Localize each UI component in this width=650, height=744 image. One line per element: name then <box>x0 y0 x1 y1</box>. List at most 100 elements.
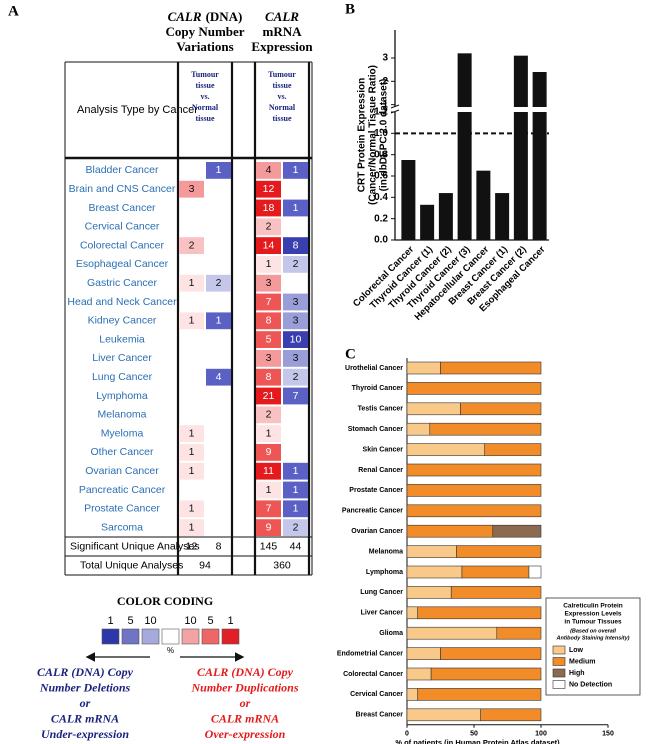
cancer-name: Esophageal Cancer <box>76 258 169 270</box>
bar-lower <box>513 112 528 240</box>
legend-text: CALR (DNA) Copy <box>197 665 294 679</box>
cancer-name: Sarcoma <box>101 521 143 533</box>
cell-value: 1 <box>293 503 299 515</box>
cell-value: 1 <box>266 258 272 270</box>
cell-value: 1 <box>189 277 195 289</box>
heat-cell <box>256 180 281 198</box>
cell-value: 1 <box>293 465 299 477</box>
legend-text: Number Duplications <box>190 680 298 694</box>
heat-cell <box>283 293 308 311</box>
bar-segment <box>406 545 457 558</box>
legend-label: High <box>569 670 585 677</box>
cancer-name: Breast Cancer <box>88 202 156 214</box>
bar-segment <box>480 708 542 722</box>
cell-value: 12 <box>263 183 275 195</box>
legend-subtitle: (Based on overall <box>570 628 616 634</box>
cell-value: 1 <box>189 503 195 515</box>
heat-cell <box>179 462 204 480</box>
cell-value: 1 <box>189 427 195 439</box>
heat-cell <box>179 444 204 461</box>
cell-value: 2 <box>266 221 272 233</box>
y-tick-label: Stomach Cancer <box>348 426 404 433</box>
bar-segment <box>417 688 542 701</box>
heat-cell <box>179 500 204 518</box>
legend-text: Number Deletions <box>39 680 131 694</box>
column-subheader: tissue <box>195 81 215 90</box>
y-tick-label: Urothelial Cancer <box>345 365 403 372</box>
column-subheader: tissue <box>272 114 292 123</box>
cancer-name: Brain and CNS Cancer <box>69 183 176 195</box>
cell-value: 3 <box>293 296 299 308</box>
column-subheader: Tumour <box>191 70 219 79</box>
cell-value: 2 <box>293 258 299 270</box>
legend-text: CALR (DNA) Copy <box>37 665 134 679</box>
cancer-name: Bladder Cancer <box>86 164 159 176</box>
bar-segment <box>440 361 542 375</box>
y-tick-label: Pancreatic Cancer <box>342 508 403 515</box>
cell-value: 3 <box>266 352 272 364</box>
cell-value: 1 <box>266 427 272 439</box>
cell-value: 1 <box>293 484 299 496</box>
heat-cell <box>283 481 308 499</box>
x-tick-label: 100 <box>535 731 547 738</box>
rule <box>390 104 400 109</box>
y-tick-label: 0.8 <box>374 149 388 160</box>
heat-cell <box>256 199 281 217</box>
legend-text: Under-expression <box>41 727 129 741</box>
heat-cell <box>179 180 204 198</box>
bar-segment <box>461 565 530 579</box>
bar-segment <box>460 402 542 416</box>
heat-cell <box>256 462 281 480</box>
bar-segment <box>406 626 498 640</box>
column-header: Variations <box>176 39 233 54</box>
bar-segment <box>406 382 542 395</box>
cancer-name: Pancreatic Cancer <box>79 484 166 496</box>
y-axis-label: (in dbDEPC 2.0 dataset) <box>379 79 390 192</box>
heat-cell <box>256 256 281 273</box>
bar-segment <box>406 708 481 722</box>
cell-value: 1 <box>266 484 272 496</box>
heat-cell <box>256 293 281 311</box>
column-header: mRNA <box>263 24 303 39</box>
column-header: CALR (DNA) <box>168 9 243 24</box>
row-label: Total Unique Analyses <box>80 559 183 571</box>
legend-swatch <box>552 645 566 655</box>
column-subheader: Normal <box>269 103 296 112</box>
cell-value: 2 <box>293 371 299 383</box>
legend-subtitle: Antibody Staining Intensity) <box>555 635 629 641</box>
legend-label: Medium <box>569 658 595 665</box>
bar-segment <box>406 504 542 518</box>
heat-cell <box>283 387 308 405</box>
bar-segment <box>406 402 461 416</box>
column-header: CALR <box>265 9 299 24</box>
legend-text: Over-expression <box>205 727 286 741</box>
legend-swatch <box>121 628 140 645</box>
bar-segment <box>406 484 542 497</box>
cancer-name: Cervical Cancer <box>85 221 160 233</box>
column-subheader: Tumour <box>268 70 296 79</box>
legend-unit: % <box>167 646 174 655</box>
y-tick-label: Glioma <box>379 630 403 637</box>
cancer-name: Ovarian Cancer <box>85 465 159 477</box>
column-subheader: Normal <box>192 103 219 112</box>
column-subheader: tissue <box>272 81 292 90</box>
heat-cell <box>256 406 281 424</box>
cancer-name: Colorectal Cancer <box>80 239 165 251</box>
y-tick-label: Prostate Cancer <box>349 487 403 494</box>
cancer-name: Liver Cancer <box>92 352 152 364</box>
bar-segment <box>406 606 419 620</box>
cell-value: 2 <box>216 277 222 289</box>
cell-value: 1 <box>189 521 195 533</box>
y-tick-label: 1.0 <box>374 128 388 139</box>
cancer-name: Leukemia <box>99 333 145 345</box>
legend-swatch <box>221 628 240 645</box>
y-axis-label: (Cancer/Normal Tissue Ratio) <box>368 65 379 205</box>
legend-level: 10 <box>184 615 196 627</box>
cancer-name: Gastric Cancer <box>87 277 158 289</box>
legend-text: or <box>80 696 91 710</box>
cell-value: 3 <box>293 315 299 327</box>
x-tick-label: 150 <box>602 731 614 738</box>
heat-cell <box>283 350 308 367</box>
legend-swatch <box>141 628 160 645</box>
